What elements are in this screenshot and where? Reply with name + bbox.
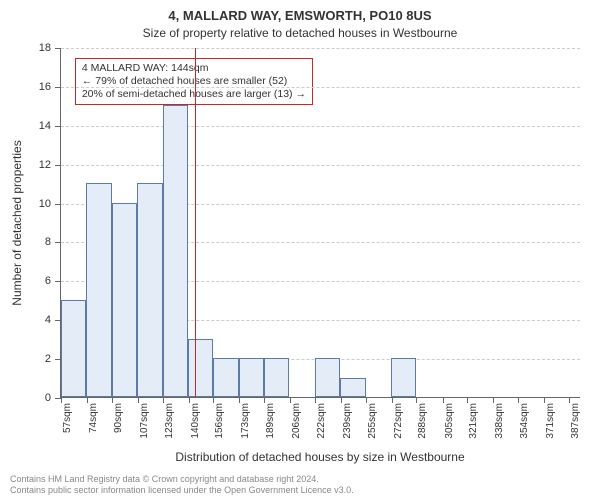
x-tick: 288sqm	[416, 397, 417, 403]
y-tick: 12	[55, 165, 61, 166]
y-tick: 10	[55, 204, 61, 205]
x-tick-label: 107sqm	[139, 403, 150, 439]
chart-title: 4, MALLARD WAY, EMSWORTH, PO10 8US	[0, 8, 600, 23]
x-tick: 173sqm	[239, 397, 240, 403]
reference-line	[195, 48, 196, 397]
histogram-bar	[61, 300, 86, 397]
x-tick-label: 255sqm	[367, 403, 378, 439]
x-tick-label: 354sqm	[519, 403, 530, 439]
y-axis-label: Number of detached properties	[10, 48, 24, 398]
x-tick: 140sqm	[189, 397, 190, 403]
y-tick-label: 6	[45, 275, 51, 287]
x-tick-label: 206sqm	[291, 403, 302, 439]
y-tick: 8	[55, 242, 61, 243]
x-tick: 90sqm	[112, 397, 113, 403]
x-tick: 74sqm	[87, 397, 88, 403]
gridline-h	[61, 48, 580, 49]
y-tick-label: 10	[39, 198, 51, 210]
footer-attribution: Contains HM Land Registry data © Crown c…	[10, 474, 354, 497]
x-tick: 57sqm	[61, 397, 62, 403]
x-tick: 255sqm	[366, 397, 367, 403]
x-tick: 387sqm	[569, 397, 570, 403]
x-tick: 321sqm	[467, 397, 468, 403]
histogram-bar	[137, 183, 162, 397]
histogram-bar	[239, 358, 264, 397]
x-tick: 354sqm	[518, 397, 519, 403]
y-tick-label: 16	[39, 81, 51, 93]
y-tick-label: 14	[39, 120, 51, 132]
x-tick: 107sqm	[138, 397, 139, 403]
x-tick-label: 140sqm	[190, 403, 201, 439]
plot-area: 4 MALLARD WAY: 144sqm ← 79% of detached …	[60, 48, 580, 398]
x-tick: 338sqm	[493, 397, 494, 403]
chart-subtitle: Size of property relative to detached ho…	[0, 26, 600, 40]
x-tick-label: 272sqm	[393, 403, 404, 439]
x-tick-label: 173sqm	[240, 403, 251, 439]
histogram-bar	[315, 358, 340, 397]
y-tick-label: 8	[45, 236, 51, 248]
x-tick-label: 239sqm	[342, 403, 353, 439]
y-tick: 6	[55, 281, 61, 282]
y-tick-label: 18	[39, 42, 51, 54]
gridline-h	[61, 126, 580, 127]
y-tick: 18	[55, 48, 61, 49]
x-tick: 206sqm	[290, 397, 291, 403]
gridline-h	[61, 165, 580, 166]
footer-line-2: Contains public sector information licen…	[10, 485, 354, 496]
x-tick-label: 305sqm	[444, 403, 455, 439]
histogram-bar	[86, 183, 111, 397]
x-tick-label: 288sqm	[417, 403, 428, 439]
y-tick-label: 12	[39, 159, 51, 171]
x-tick: 305sqm	[443, 397, 444, 403]
x-tick-label: 387sqm	[570, 403, 581, 439]
x-axis-label: Distribution of detached houses by size …	[60, 450, 580, 464]
histogram-bar	[391, 358, 416, 397]
x-tick-label: 57sqm	[62, 403, 73, 433]
x-tick: 239sqm	[341, 397, 342, 403]
x-tick-label: 74sqm	[88, 403, 99, 433]
x-tick-label: 222sqm	[316, 403, 327, 439]
x-tick: 272sqm	[392, 397, 393, 403]
y-tick-label: 0	[45, 392, 51, 404]
y-tick-label: 4	[45, 314, 51, 326]
x-tick-label: 123sqm	[164, 403, 175, 439]
chart-container: 4, MALLARD WAY, EMSWORTH, PO10 8US Size …	[0, 0, 600, 500]
x-tick-label: 156sqm	[214, 403, 225, 439]
x-tick-label: 321sqm	[468, 403, 479, 439]
x-tick: 156sqm	[213, 397, 214, 403]
x-tick-label: 90sqm	[113, 403, 124, 433]
x-tick-label: 338sqm	[494, 403, 505, 439]
histogram-bar	[213, 358, 238, 397]
x-tick: 123sqm	[163, 397, 164, 403]
x-tick-label: 189sqm	[265, 403, 276, 439]
gridline-h	[61, 87, 580, 88]
y-tick: 14	[55, 126, 61, 127]
x-tick: 371sqm	[544, 397, 545, 403]
x-tick-label: 371sqm	[545, 403, 556, 439]
histogram-bar	[188, 339, 213, 397]
histogram-bar	[112, 203, 137, 397]
histogram-bar	[264, 358, 289, 397]
y-tick: 16	[55, 87, 61, 88]
y-tick-label: 2	[45, 353, 51, 365]
footer-line-1: Contains HM Land Registry data © Crown c…	[10, 474, 354, 485]
x-tick: 222sqm	[315, 397, 316, 403]
histogram-bar	[340, 378, 365, 397]
x-tick: 189sqm	[264, 397, 265, 403]
histogram-bar	[163, 105, 188, 397]
